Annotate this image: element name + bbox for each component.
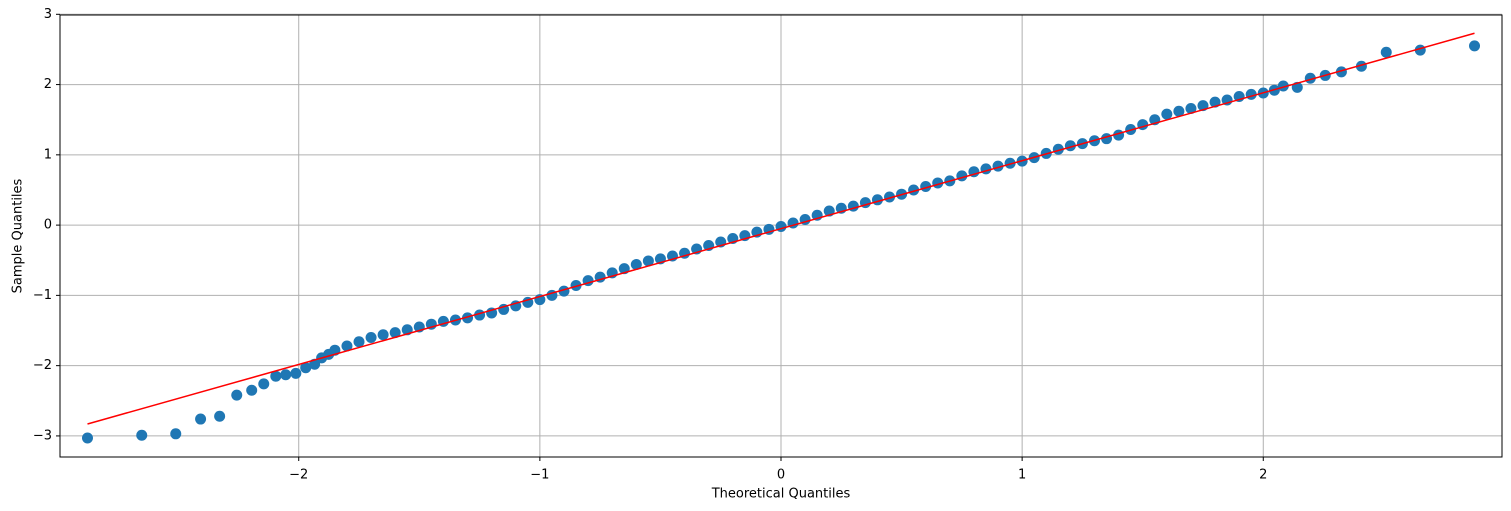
- y-tick-label: 1: [44, 147, 52, 162]
- point: [270, 370, 282, 382]
- point: [1380, 46, 1392, 58]
- point: [300, 362, 312, 374]
- y-tick-label: −3: [33, 428, 52, 443]
- x-tick-label: 0: [777, 468, 785, 483]
- point: [280, 369, 292, 381]
- y-tick-label: 0: [44, 218, 52, 233]
- x-axis-label: Theoretical Quantiles: [711, 487, 851, 502]
- point: [642, 255, 654, 267]
- point: [365, 332, 377, 344]
- point: [630, 258, 642, 270]
- point: [290, 367, 302, 379]
- point: [81, 432, 93, 444]
- point: [341, 340, 353, 352]
- y-tick-label: −2: [33, 358, 52, 373]
- point: [1173, 105, 1185, 117]
- point: [1277, 80, 1289, 92]
- point: [231, 389, 243, 401]
- point: [353, 336, 365, 348]
- point: [570, 280, 582, 292]
- point: [1004, 157, 1016, 169]
- point: [389, 327, 401, 339]
- x-tick-label: 2: [1259, 468, 1267, 483]
- point: [258, 378, 270, 390]
- x-tick-label: 1: [1018, 468, 1026, 483]
- point: [136, 429, 148, 441]
- point: [884, 191, 896, 203]
- point: [214, 410, 226, 422]
- point: [246, 384, 258, 396]
- fit-line: [87, 32, 1475, 425]
- point: [1469, 40, 1481, 52]
- point: [195, 413, 207, 425]
- y-tick-label: 3: [44, 7, 52, 22]
- point: [1185, 102, 1197, 114]
- point: [462, 312, 474, 324]
- x-tick-label: −1: [530, 468, 549, 483]
- point: [1335, 66, 1347, 78]
- point: [170, 428, 182, 440]
- point: [377, 329, 389, 341]
- x-tick-label: −2: [289, 468, 308, 483]
- plot-frame: [59, 14, 1503, 458]
- y-tick-label: −1: [33, 288, 52, 303]
- y-tick-label: 2: [44, 77, 52, 92]
- point: [1161, 108, 1173, 120]
- point: [1355, 60, 1367, 72]
- y-axis-label: Sample Quantiles: [11, 178, 26, 293]
